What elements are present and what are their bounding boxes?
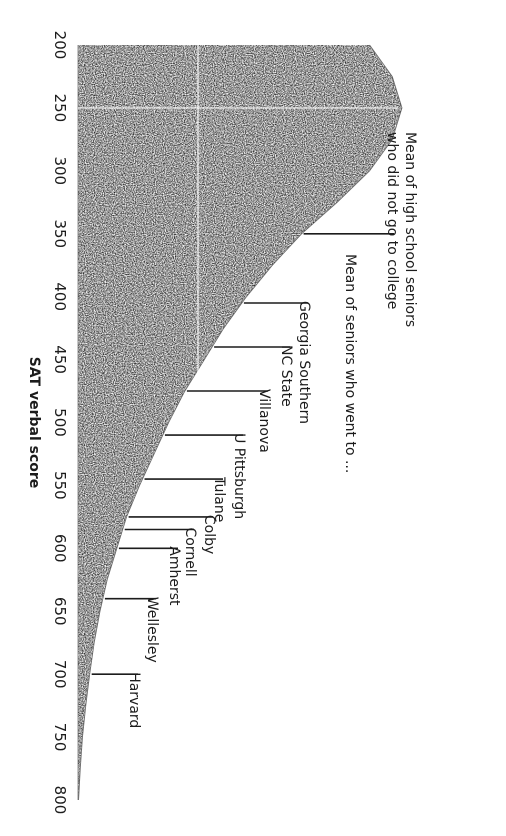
plot-area [77, 44, 403, 801]
x-tick-label: 650 [51, 597, 69, 626]
x-tick-label: 700 [51, 660, 69, 689]
marker-label: Cornell [182, 528, 198, 577]
x-tick-label: 600 [51, 534, 69, 563]
marker-label: Georgia Southern [296, 301, 312, 424]
x-tick-label: 750 [51, 723, 69, 752]
marker-label: Colby [201, 515, 217, 554]
x-tick-label: 450 [51, 345, 69, 374]
distribution-outline [78, 44, 403, 801]
marker-label: Tulane [211, 476, 227, 522]
x-axis-ticks: 200 250 300 350 400 450 500 550 600 650 700 750 800 [51, 31, 69, 815]
marker-label: Mean of high school seniorswho did not g… [384, 132, 418, 327]
x-tick-label: 800 [51, 786, 69, 815]
marker-label: Harvard [126, 672, 142, 728]
marker-label: Wellesley [144, 597, 160, 663]
marker-label: NC State [278, 345, 294, 407]
x-tick-label: 200 [51, 31, 69, 60]
x-tick-label: 250 [51, 94, 69, 123]
marker-label: Amherst [166, 546, 182, 606]
x-axis-title: SAT verbal score [26, 357, 42, 489]
x-tick-label: 500 [51, 408, 69, 437]
x-tick-label: 300 [51, 156, 69, 185]
x-tick-label: 550 [51, 471, 69, 500]
marker-layer: Mean of high school seniorswho did not g… [91, 132, 418, 728]
marker-label: U Pittsburgh [231, 433, 247, 519]
marker-label: Villanova [256, 389, 272, 453]
x-tick-label: 350 [51, 219, 69, 248]
x-tick-label: 400 [51, 282, 69, 311]
distribution-area [78, 45, 402, 800]
group-annotation: Mean of seniors who went to ... [342, 254, 358, 473]
